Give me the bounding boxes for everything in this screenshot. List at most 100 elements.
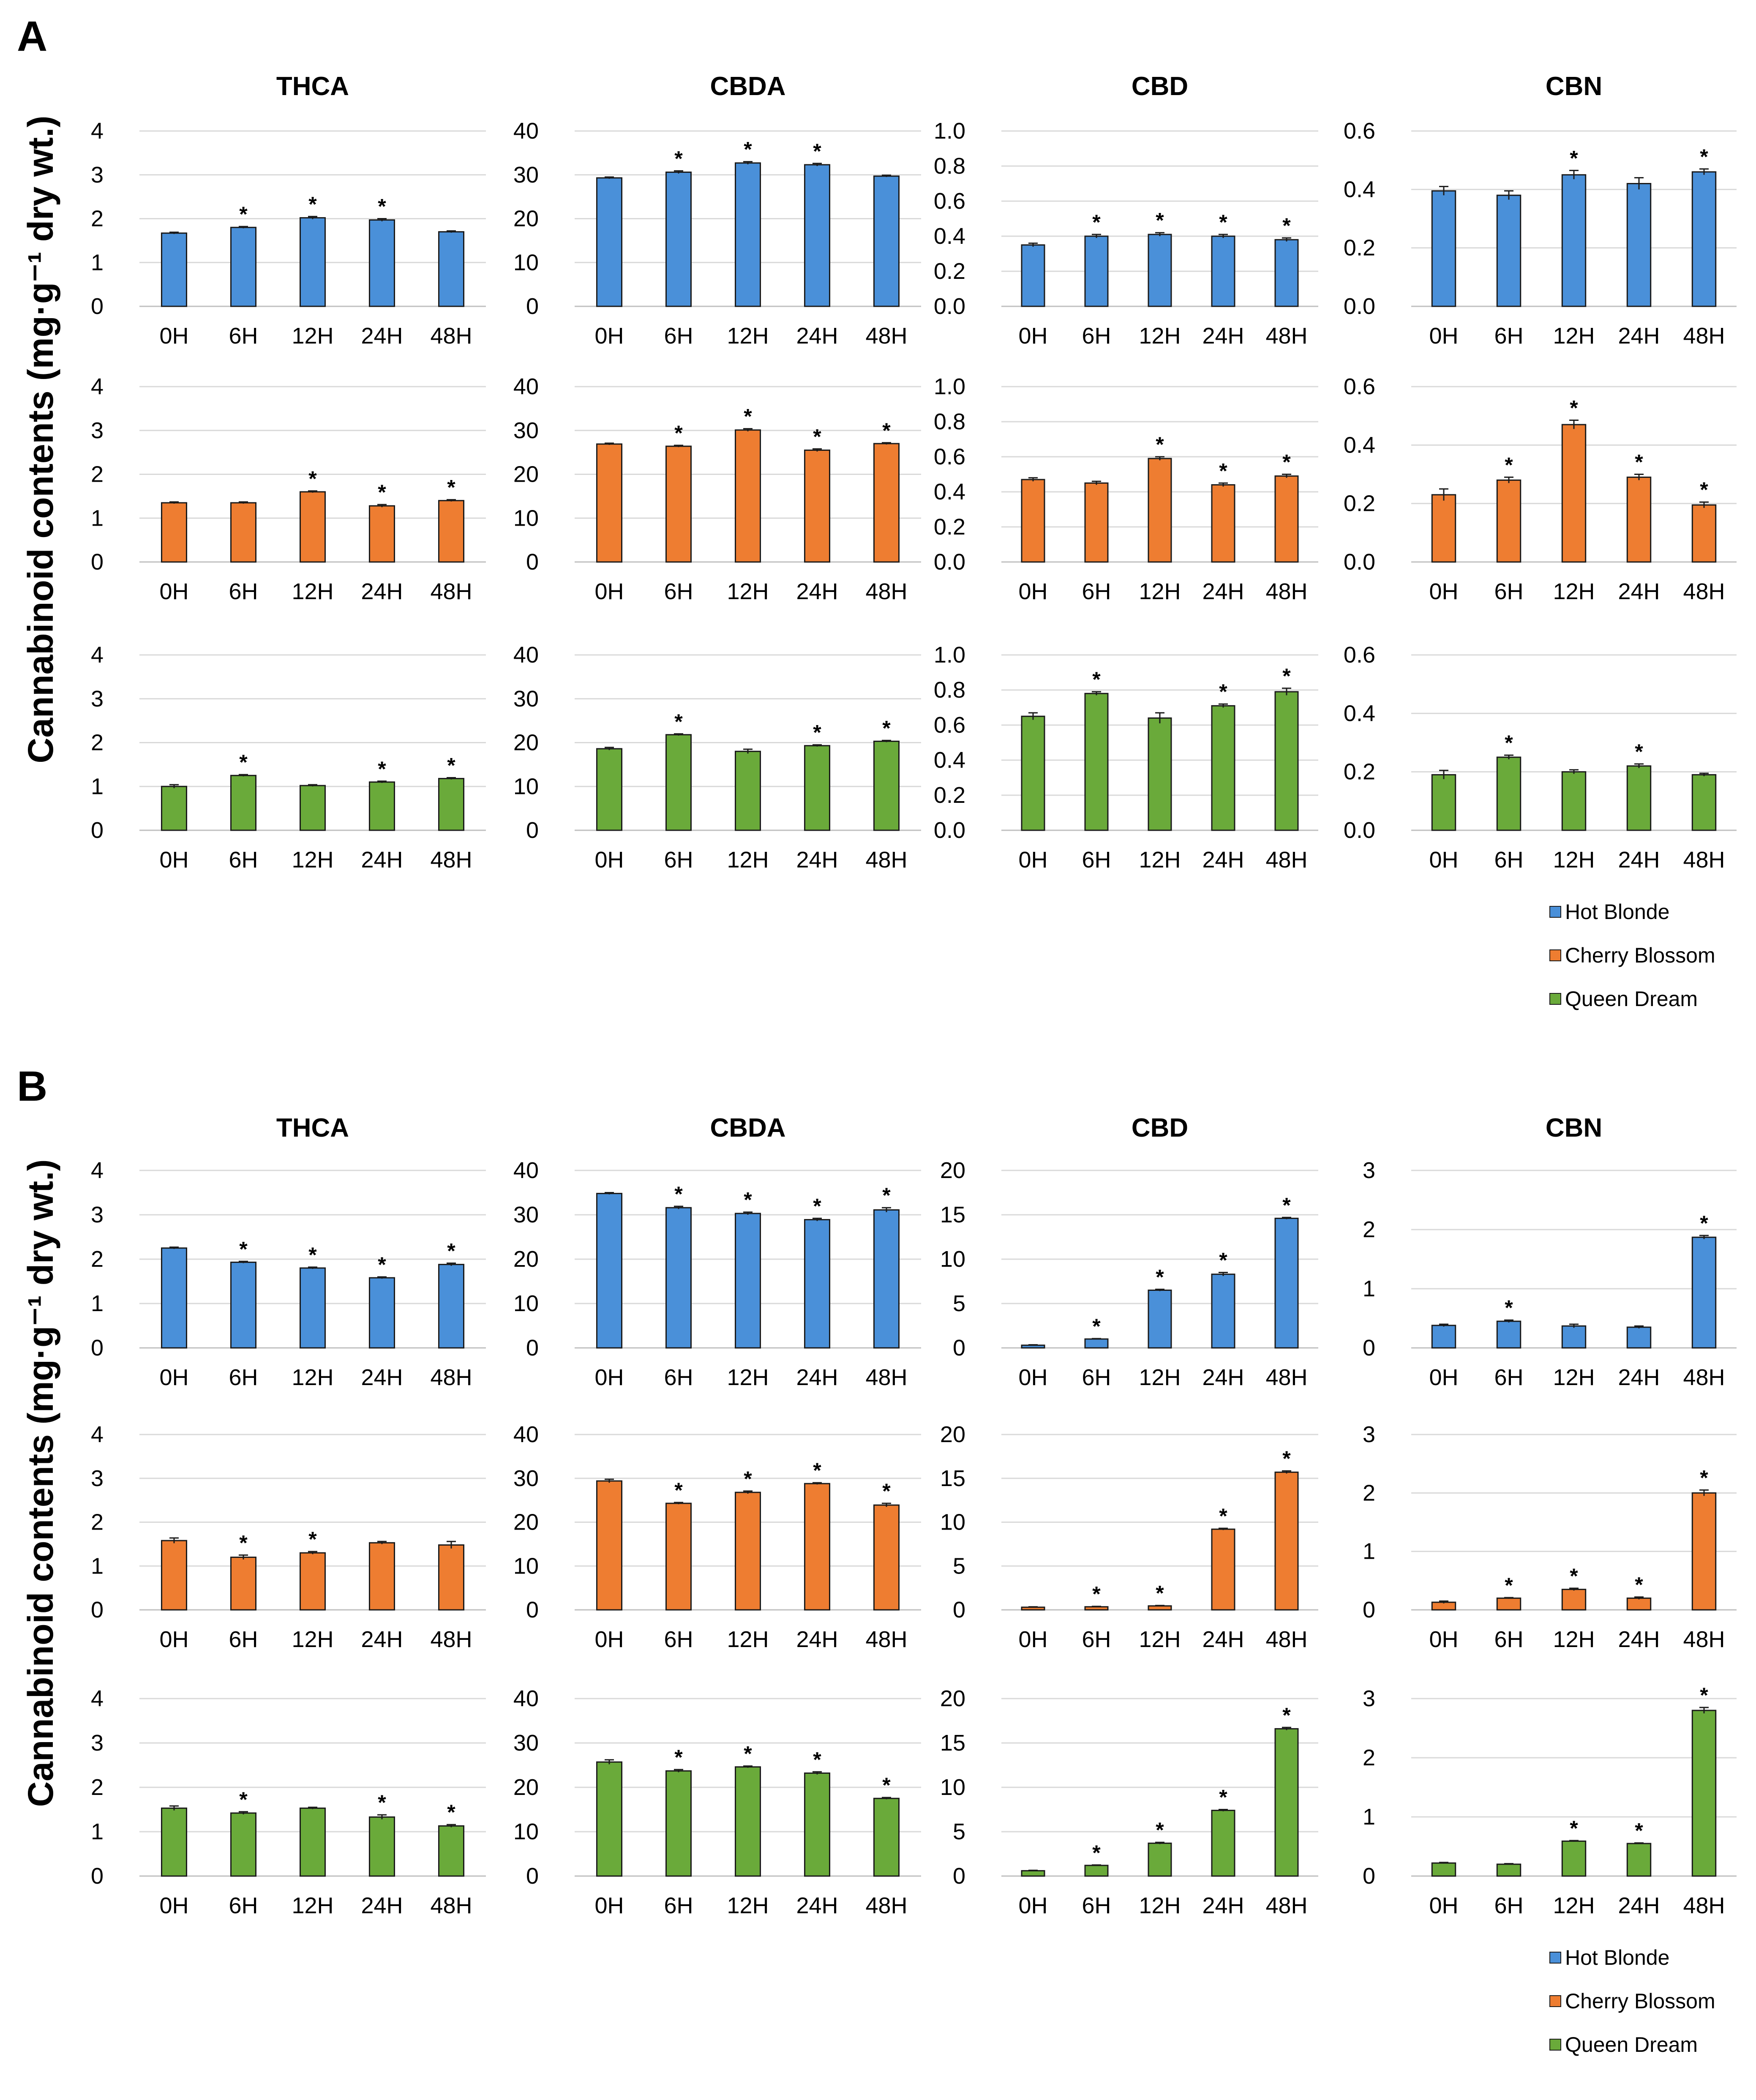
bar-48h [1274,1471,1299,1611]
x-tick-label: 24H [361,323,403,349]
y-tick-label: 3 [91,1202,104,1227]
y-tick-label: 1 [91,505,104,531]
y-tick-label: 0 [91,549,104,575]
y-tick-label: 30 [513,1466,539,1491]
bar-6h [230,502,257,563]
chart-a-thca-cherry-blossom: 0 1 2 3 4 0H 6H * 12H * 24H * 48H [91,374,486,604]
x-tick-label: 24H [361,1627,403,1652]
significance-star: * [813,1459,821,1482]
bar-24h [1211,484,1235,563]
bar-12h [1148,1842,1172,1877]
x-tick-label: 24H [1618,1627,1660,1652]
bar-48h [438,231,465,307]
bar-12h [1561,1589,1587,1611]
chart-b-cbd-cherry-blossom: 0 5 10 15 20 0H * 6H * 12H * 24H * 48H [940,1422,1318,1652]
bar-24h [1211,235,1235,307]
x-tick-label: 0H [1018,579,1047,604]
bar-0h [161,232,188,307]
bar-0h [161,785,188,831]
significance-star: * [378,195,386,218]
bar-48h [873,1797,900,1877]
y-tick-label: 20 [513,1510,539,1535]
x-tick-label: 24H [1618,1893,1660,1918]
bar-12h [1148,717,1172,831]
bar-24h [1626,1326,1652,1349]
x-tick-label: 24H [796,579,838,604]
x-tick-label: 48H [865,1893,907,1918]
x-tick-label: 0H [1018,1365,1047,1390]
significance-star: * [308,192,317,216]
significance-star: * [239,750,248,774]
x-tick-label: 48H [430,847,472,873]
significance-star: * [378,480,386,504]
x-tick-label: 6H [1082,847,1111,873]
bar-24h [1626,1597,1652,1611]
x-tick-label: 0H [594,323,624,349]
y-tick-label: 4 [91,1686,104,1711]
x-tick-label: 12H [1139,1365,1181,1390]
x-tick-label: 0H [594,1893,624,1918]
y-tick-label: 2 [1363,1745,1375,1770]
significance-star: * [1092,1582,1101,1606]
significance-star: * [674,1478,683,1502]
chart-title: CBDA [710,1113,785,1143]
panel-label-b: B [17,1063,47,1110]
y-tick-label: 0 [526,1863,539,1889]
chart-title: THCA [276,72,349,101]
x-tick-label: 24H [796,1893,838,1918]
chart-b-cbd-queen-dream: 0 5 10 15 20 0H * 6H * 12H * 24H * 48H [940,1686,1318,1918]
y-tick-label: 0.2 [1344,759,1375,785]
bar-0h [1431,1325,1456,1349]
y-tick-label: 0.6 [934,188,965,214]
chart-a-cbn-queen-dream: 0.0 0.2 0.4 0.6 0H * 6H 12H * 24H 48H [1344,642,1737,873]
bar-0h [596,1761,623,1877]
y-tick-label: 2 [91,206,104,232]
significance-star: * [447,1239,455,1263]
chart-b-cbda-cherry-blossom: 0 10 20 30 40 0H * 6H * 12H * 24H * 48H [513,1422,921,1652]
bar-6h [665,1770,692,1877]
y-axis-label-a: Cannabinoid contents (mg·g⁻¹ dry wt.) [21,116,60,764]
bar-0h [1021,1870,1045,1877]
x-tick-label: 0H [1429,1627,1458,1652]
x-tick-label: 48H [1683,1893,1725,1918]
bar-6h [1496,194,1522,307]
significance-star: * [1282,214,1291,237]
bar-12h [734,162,761,307]
x-tick-label: 24H [1618,323,1660,349]
x-tick-label: 48H [865,579,907,604]
chart-b-cbda-queen-dream: 0 10 20 30 40 0H * 6H * 12H * 24H * 48H [513,1686,921,1918]
significance-star: * [1505,453,1513,477]
x-tick-label: 24H [1618,1365,1660,1390]
x-tick-label: 48H [1683,1627,1725,1652]
bar-24h [1211,1810,1235,1877]
x-tick-label: 6H [664,847,693,873]
x-tick-label: 48H [430,323,472,349]
x-tick-label: 6H [664,579,693,604]
y-tick-label: 0.2 [934,259,965,284]
bar-48h [873,443,900,563]
y-tick-label: 4 [91,1422,104,1447]
y-tick-label: 4 [91,374,104,399]
y-tick-label: 0.0 [934,294,965,319]
significance-star: * [882,1773,891,1797]
chart-b-cbn-cherry-blossom: 0 1 2 3 0H * 6H * 12H * 24H * 48H [1363,1422,1737,1652]
bar-0h [1431,774,1456,831]
legend-swatch [1549,2039,1561,2051]
x-tick-label: 6H [1494,579,1523,604]
x-tick-label: 24H [361,579,403,604]
bar-24h [1626,765,1652,831]
y-tick-label: 20 [513,1246,539,1272]
y-tick-label: 5 [953,1291,965,1316]
y-tick-label: 0.8 [934,677,965,703]
bar-0h [596,748,623,831]
x-tick-label: 12H [1139,579,1181,604]
y-tick-label: 1 [1363,1276,1375,1301]
significance-star: * [1092,1315,1101,1338]
x-tick-label: 6H [1082,323,1111,349]
significance-star: * [674,1745,683,1769]
x-tick-label: 48H [430,1365,472,1390]
significance-star: * [239,1531,248,1555]
chart-a-thca-hot-blonde: THCA 0 1 2 3 4 0H * 6H * 12H * 24H 48H [91,72,486,349]
x-tick-label: 0H [159,1627,188,1652]
x-tick-label: 0H [1018,1893,1047,1918]
